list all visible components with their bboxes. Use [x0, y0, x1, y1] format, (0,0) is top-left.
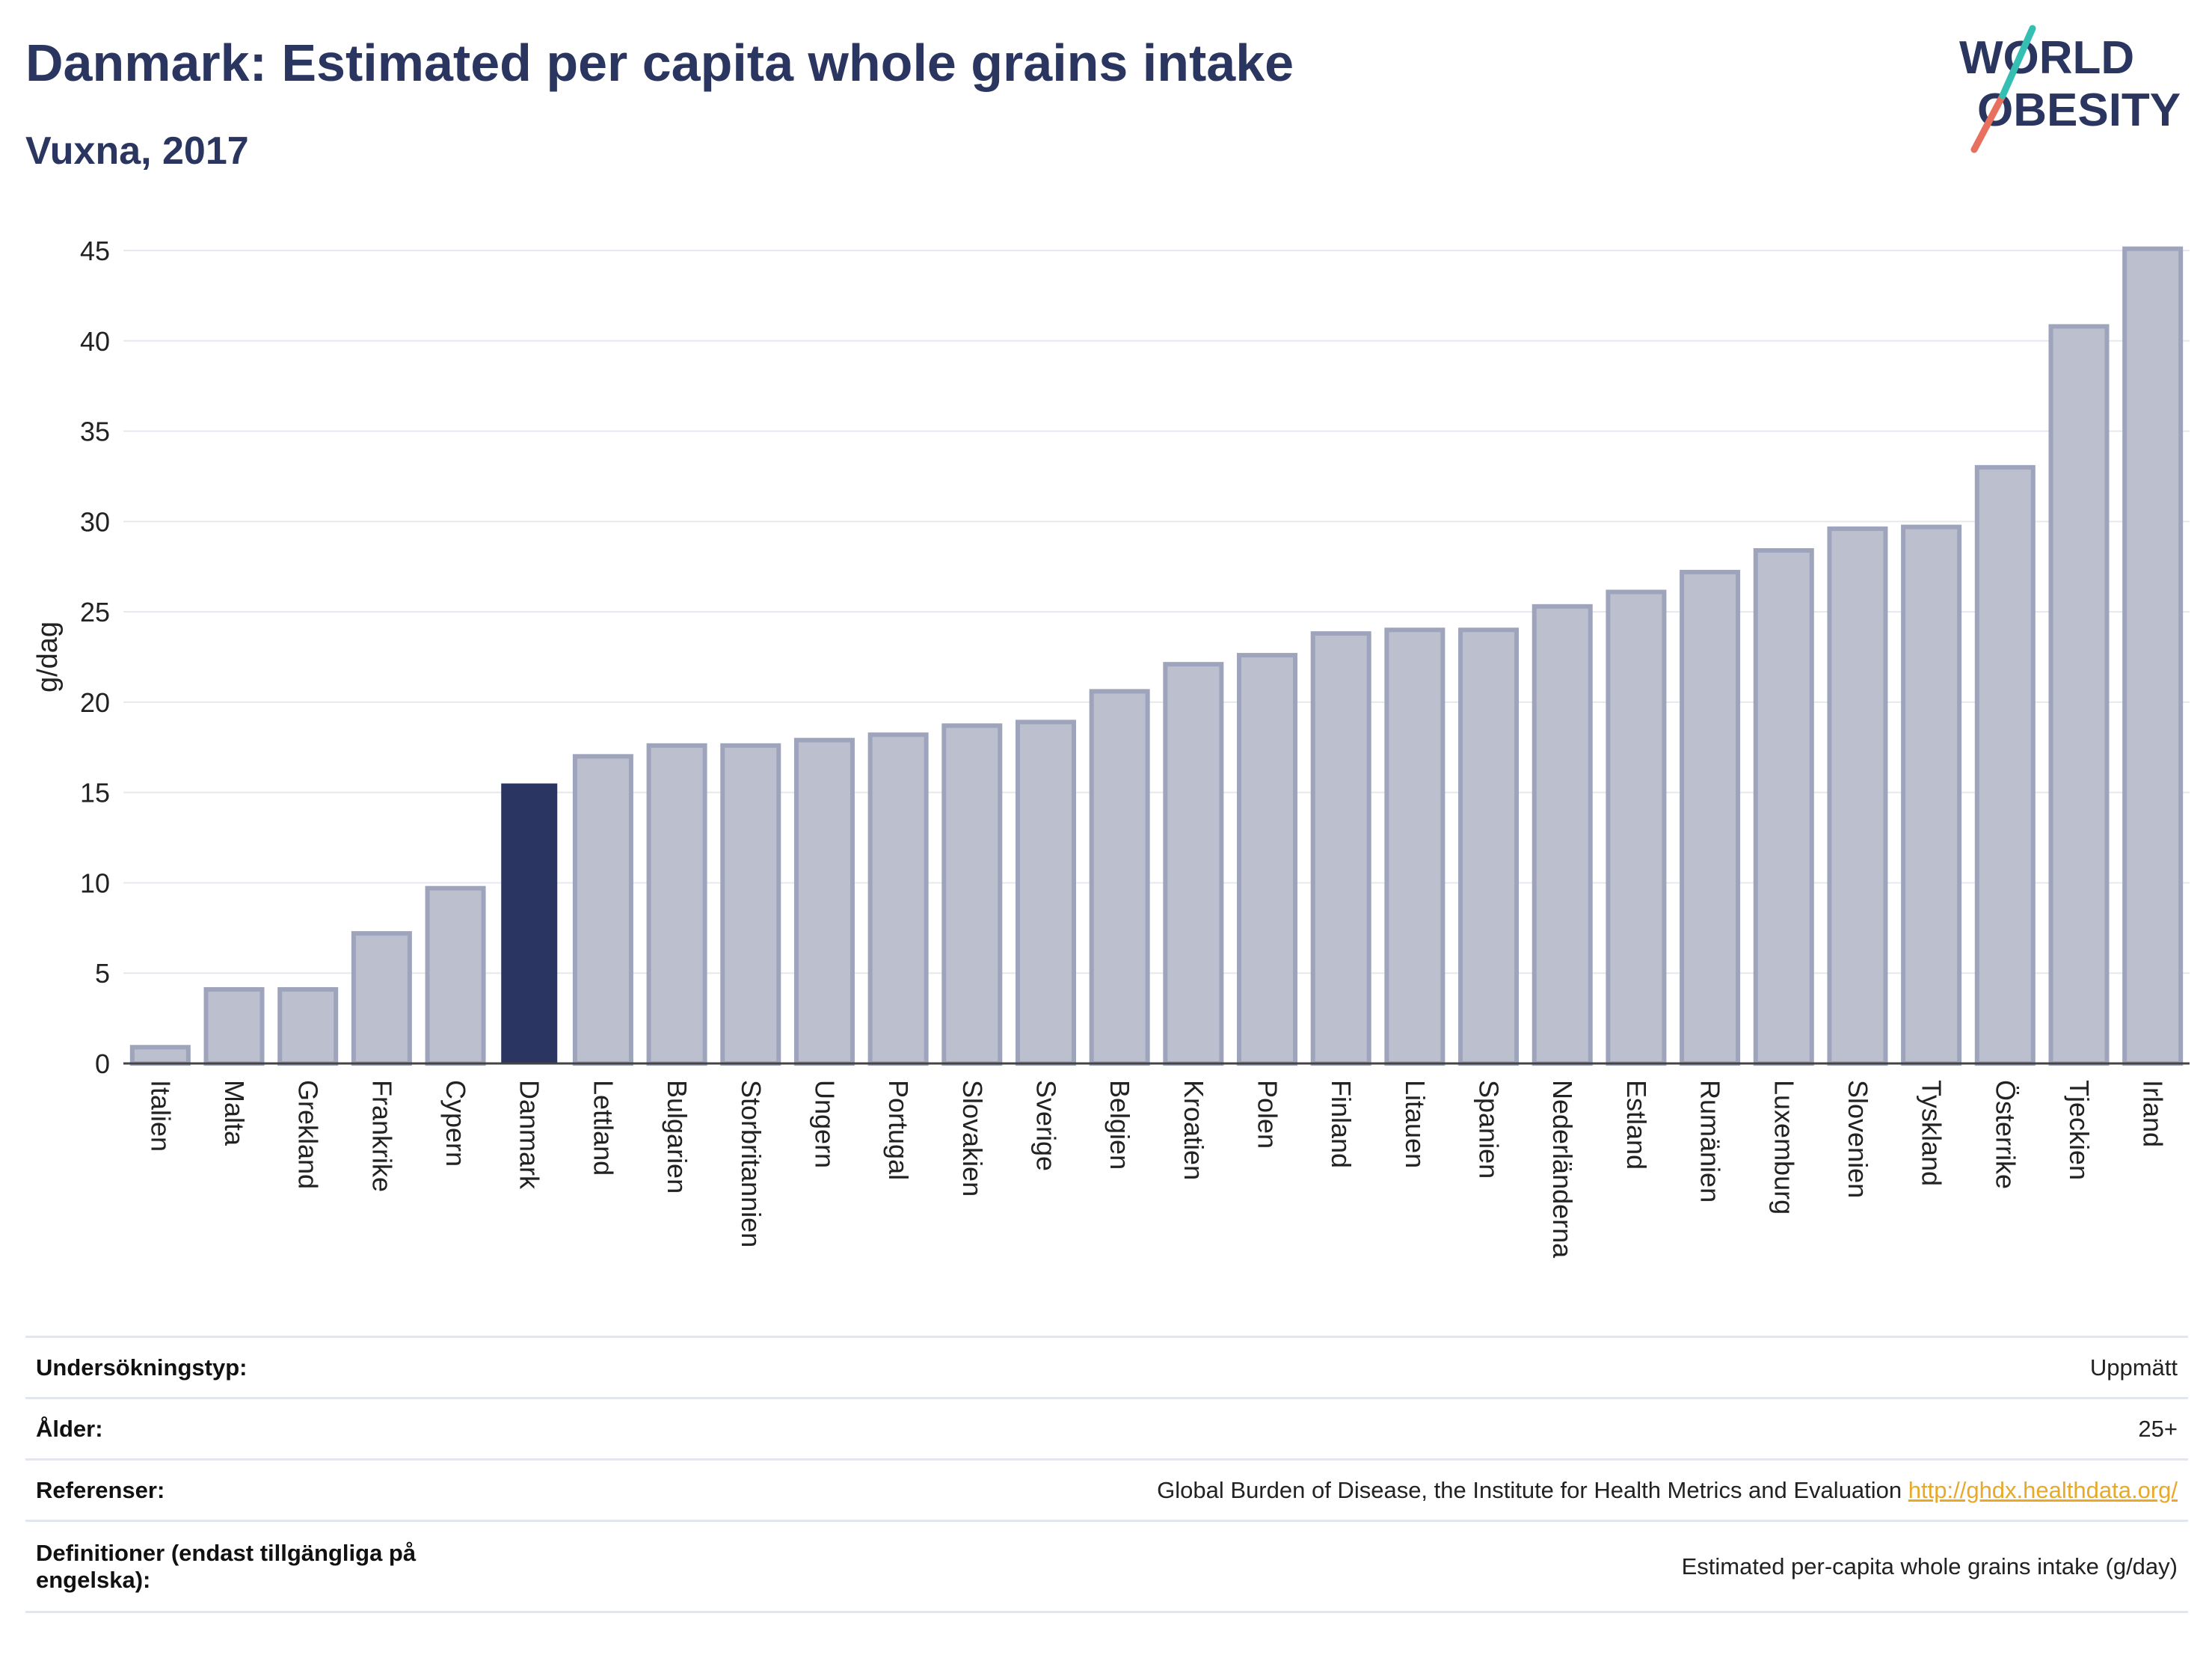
- info-row-age: Ålder: 25+: [25, 1397, 2188, 1460]
- bar-italien[interactable]: [129, 1045, 191, 1066]
- info-value: Global Burden of Disease, the Institute …: [510, 1458, 2188, 1521]
- x-tick-label: Polen: [1253, 1080, 1283, 1149]
- bars: [129, 246, 2184, 1066]
- bar-luxemburg[interactable]: [1753, 547, 1814, 1066]
- bar-cypern[interactable]: [425, 885, 486, 1066]
- info-label: Ålder:: [25, 1397, 510, 1460]
- info-value: Uppmätt: [510, 1336, 2188, 1398]
- y-tick-label: 20: [80, 687, 110, 718]
- x-tick-label: Lettland: [588, 1080, 618, 1176]
- x-tick-label: Portugal: [883, 1080, 914, 1180]
- bar-belgien[interactable]: [1089, 689, 1150, 1066]
- y-tick-label: 30: [80, 506, 110, 537]
- reference-link[interactable]: http://ghdx.healthdata.org/: [1908, 1476, 2178, 1503]
- bar-spanien[interactable]: [1458, 627, 1520, 1066]
- x-tick-label: Cypern: [440, 1080, 471, 1167]
- bar-estland[interactable]: [1606, 589, 1667, 1066]
- svg-text:WORLD: WORLD: [1959, 32, 2134, 84]
- x-axis-ticks: Italien Malta Grekland Frankrike Cypern Danma…: [145, 1080, 2168, 1259]
- info-row-survey-type: Undersökningstyp: Uppmätt: [25, 1336, 2188, 1398]
- x-tick-label: Luxemburg: [1769, 1080, 1799, 1215]
- info-value: 25+: [510, 1397, 2188, 1460]
- x-tick-label: Italien: [145, 1080, 176, 1152]
- info-table: Undersökningstyp: Uppmätt Ålder: 25+ Ref…: [25, 1336, 2188, 1613]
- y-tick-label: 40: [80, 326, 110, 357]
- x-tick-label: Litauen: [1400, 1080, 1431, 1168]
- bar-frankrike[interactable]: [351, 931, 412, 1066]
- y-axis-ticks: 0 5 10 15 20 25 30 35 40 45: [80, 236, 110, 1079]
- x-tick-label: Irland: [2138, 1080, 2169, 1147]
- reference-text: Global Burden of Disease, the Institute …: [1157, 1476, 1902, 1503]
- bar-tjeckien[interactable]: [2048, 324, 2110, 1066]
- y-tick-label: 25: [80, 597, 110, 627]
- bar-chart: 0 5 10 15 20 25 30 35 40 45 Italien Malta Grekland F…: [32, 236, 2190, 1259]
- bar-litauen[interactable]: [1384, 627, 1446, 1066]
- x-tick-label: Malta: [219, 1080, 250, 1146]
- info-value: Estimated per-capita whole grains intake…: [510, 1520, 2188, 1613]
- svg-text:OBESITY: OBESITY: [1977, 85, 2181, 136]
- bar-lettland[interactable]: [572, 754, 633, 1066]
- chart-title: Danmark: Estimated per capita whole grai…: [25, 34, 1294, 92]
- x-tick-label: Storbritannien: [736, 1080, 766, 1247]
- bar-slovenien[interactable]: [1827, 526, 1888, 1066]
- y-tick-label: 45: [80, 236, 110, 266]
- x-tick-label: Kroatien: [1179, 1080, 1209, 1180]
- bar-nederländerna[interactable]: [1531, 604, 1593, 1066]
- bar-tyskland[interactable]: [1901, 524, 1962, 1066]
- y-tick-label: 35: [80, 417, 110, 447]
- y-tick-label: 0: [95, 1048, 110, 1079]
- x-tick-label: Grekland: [293, 1080, 324, 1189]
- x-tick-label: Nederländerna: [1547, 1080, 1578, 1259]
- y-tick-label: 10: [80, 868, 110, 898]
- x-tick-label: Danmark: [514, 1080, 545, 1190]
- bar-polen[interactable]: [1237, 653, 1298, 1066]
- x-tick-label: Sverige: [1030, 1080, 1061, 1171]
- x-tick-label: Ungern: [809, 1080, 840, 1168]
- bar-storbritannien[interactable]: [720, 743, 781, 1066]
- x-tick-label: Bulgarien: [662, 1080, 692, 1194]
- x-tick-label: Tyskland: [1917, 1080, 1947, 1186]
- x-tick-label: Frankrike: [366, 1080, 397, 1192]
- info-label: Undersökningstyp:: [25, 1336, 510, 1398]
- x-tick-label: Rumänien: [1695, 1080, 1726, 1203]
- info-label: Referenser:: [25, 1458, 510, 1521]
- bar-sverige[interactable]: [1015, 719, 1076, 1066]
- bar-kroatien[interactable]: [1163, 662, 1224, 1066]
- info-label: Definitioner (endast tillgängliga på eng…: [25, 1520, 510, 1613]
- x-tick-label: Slovakien: [957, 1080, 988, 1197]
- world-obesity-logo: WORLD OBESITY: [1959, 25, 2181, 153]
- bar-österrike[interactable]: [1974, 464, 2036, 1066]
- bar-slovakien[interactable]: [941, 723, 1003, 1066]
- x-tick-label: Österrike: [1990, 1080, 2021, 1189]
- bar-malta[interactable]: [203, 986, 265, 1066]
- bar-grekland[interactable]: [277, 986, 339, 1066]
- x-tick-label: Belgien: [1105, 1080, 1135, 1170]
- bar-ungern[interactable]: [793, 737, 855, 1066]
- bar-portugal[interactable]: [867, 732, 929, 1066]
- bar-bulgarien[interactable]: [646, 743, 707, 1066]
- chart-subtitle: Vuxna, 2017: [25, 129, 249, 173]
- y-tick-label: 15: [80, 778, 110, 808]
- bar-danmark[interactable]: [501, 783, 558, 1063]
- y-axis-label: g/dag: [32, 621, 64, 693]
- bar-finland[interactable]: [1310, 631, 1371, 1066]
- bar-irland[interactable]: [2122, 246, 2184, 1066]
- x-tick-label: Slovenien: [1843, 1080, 1873, 1198]
- x-tick-label: Spanien: [1474, 1080, 1505, 1179]
- info-row-definitions: Definitioner (endast tillgängliga på eng…: [25, 1520, 2188, 1613]
- info-row-references: Referenser: Global Burden of Disease, th…: [25, 1458, 2188, 1521]
- y-tick-label: 5: [95, 958, 110, 989]
- x-tick-label: Estland: [1621, 1080, 1652, 1170]
- x-tick-label: Tjeckien: [2064, 1080, 2095, 1180]
- x-tick-label: Finland: [1326, 1080, 1357, 1168]
- bar-rumänien[interactable]: [1680, 569, 1741, 1066]
